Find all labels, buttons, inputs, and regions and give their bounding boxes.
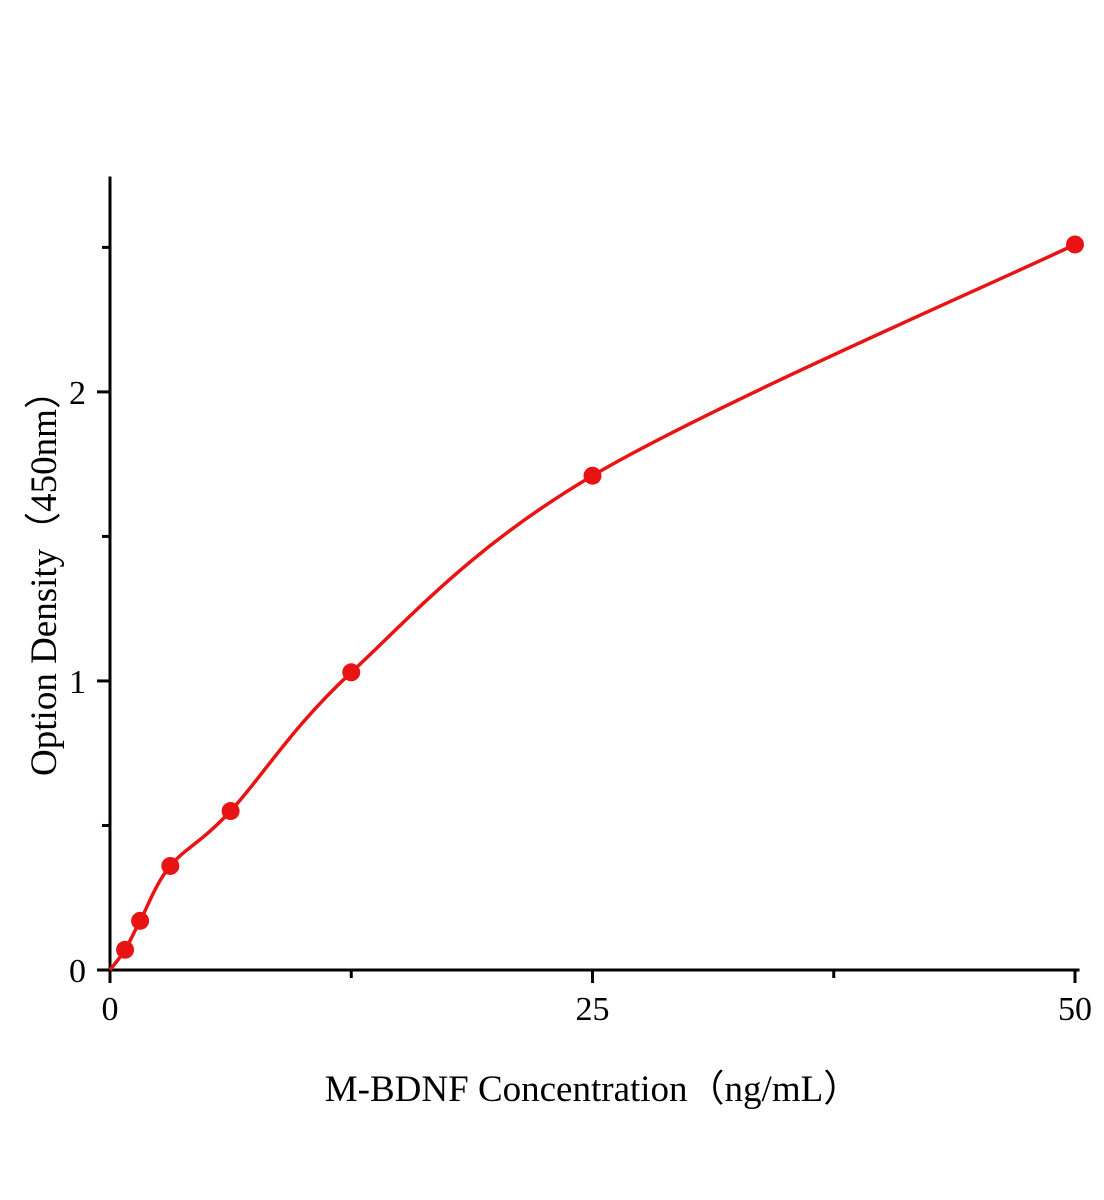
x-axis-title: M-BDNF Concentration（ng/mL） <box>324 1069 861 1110</box>
tick-labels: 0 25 50 0 1 2 <box>69 375 1092 1028</box>
y-axis-title: Option Density（450nm） <box>24 372 65 776</box>
x-tick-label: 0 <box>102 991 119 1028</box>
y-tick-label: 0 <box>69 953 86 990</box>
data-point <box>116 940 135 959</box>
data-point <box>161 856 180 875</box>
data-points <box>116 235 1084 959</box>
x-tick-label: 50 <box>1058 991 1092 1028</box>
data-point <box>342 663 361 682</box>
axis-ticks <box>97 245 1077 983</box>
data-point <box>131 911 150 930</box>
data-point <box>221 802 240 821</box>
x-tick-label: 25 <box>576 991 610 1028</box>
axes <box>108 176 1080 972</box>
y-tick-label: 2 <box>69 375 86 412</box>
y-tick-label: 1 <box>69 664 86 701</box>
standard-curve-line <box>108 242 1076 972</box>
data-point <box>583 466 602 485</box>
data-point <box>1066 235 1084 254</box>
